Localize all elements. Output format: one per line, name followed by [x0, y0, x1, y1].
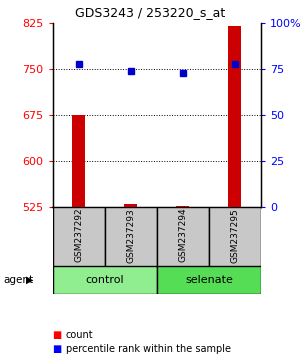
Bar [72, 115, 85, 207]
Bar [157, 207, 209, 266]
Bar [124, 204, 137, 207]
Bar [228, 26, 242, 207]
Bar [105, 207, 157, 266]
Bar [52, 266, 157, 294]
Text: control: control [85, 275, 124, 285]
Text: percentile rank within the sample: percentile rank within the sample [66, 344, 231, 354]
Bar [176, 206, 189, 207]
Text: count: count [66, 330, 94, 339]
Bar [209, 207, 261, 266]
Text: selenate: selenate [185, 275, 233, 285]
Text: ■: ■ [52, 330, 62, 339]
Bar [157, 266, 261, 294]
Text: agent: agent [3, 275, 33, 285]
Text: GSM237293: GSM237293 [126, 208, 135, 263]
Text: GSM237295: GSM237295 [230, 208, 239, 263]
Text: GDS3243 / 253220_s_at: GDS3243 / 253220_s_at [75, 6, 225, 19]
Bar [52, 207, 105, 266]
Text: ■: ■ [52, 344, 62, 354]
Text: ▶: ▶ [26, 275, 34, 285]
Text: GSM237292: GSM237292 [74, 208, 83, 262]
Text: GSM237294: GSM237294 [178, 208, 187, 262]
